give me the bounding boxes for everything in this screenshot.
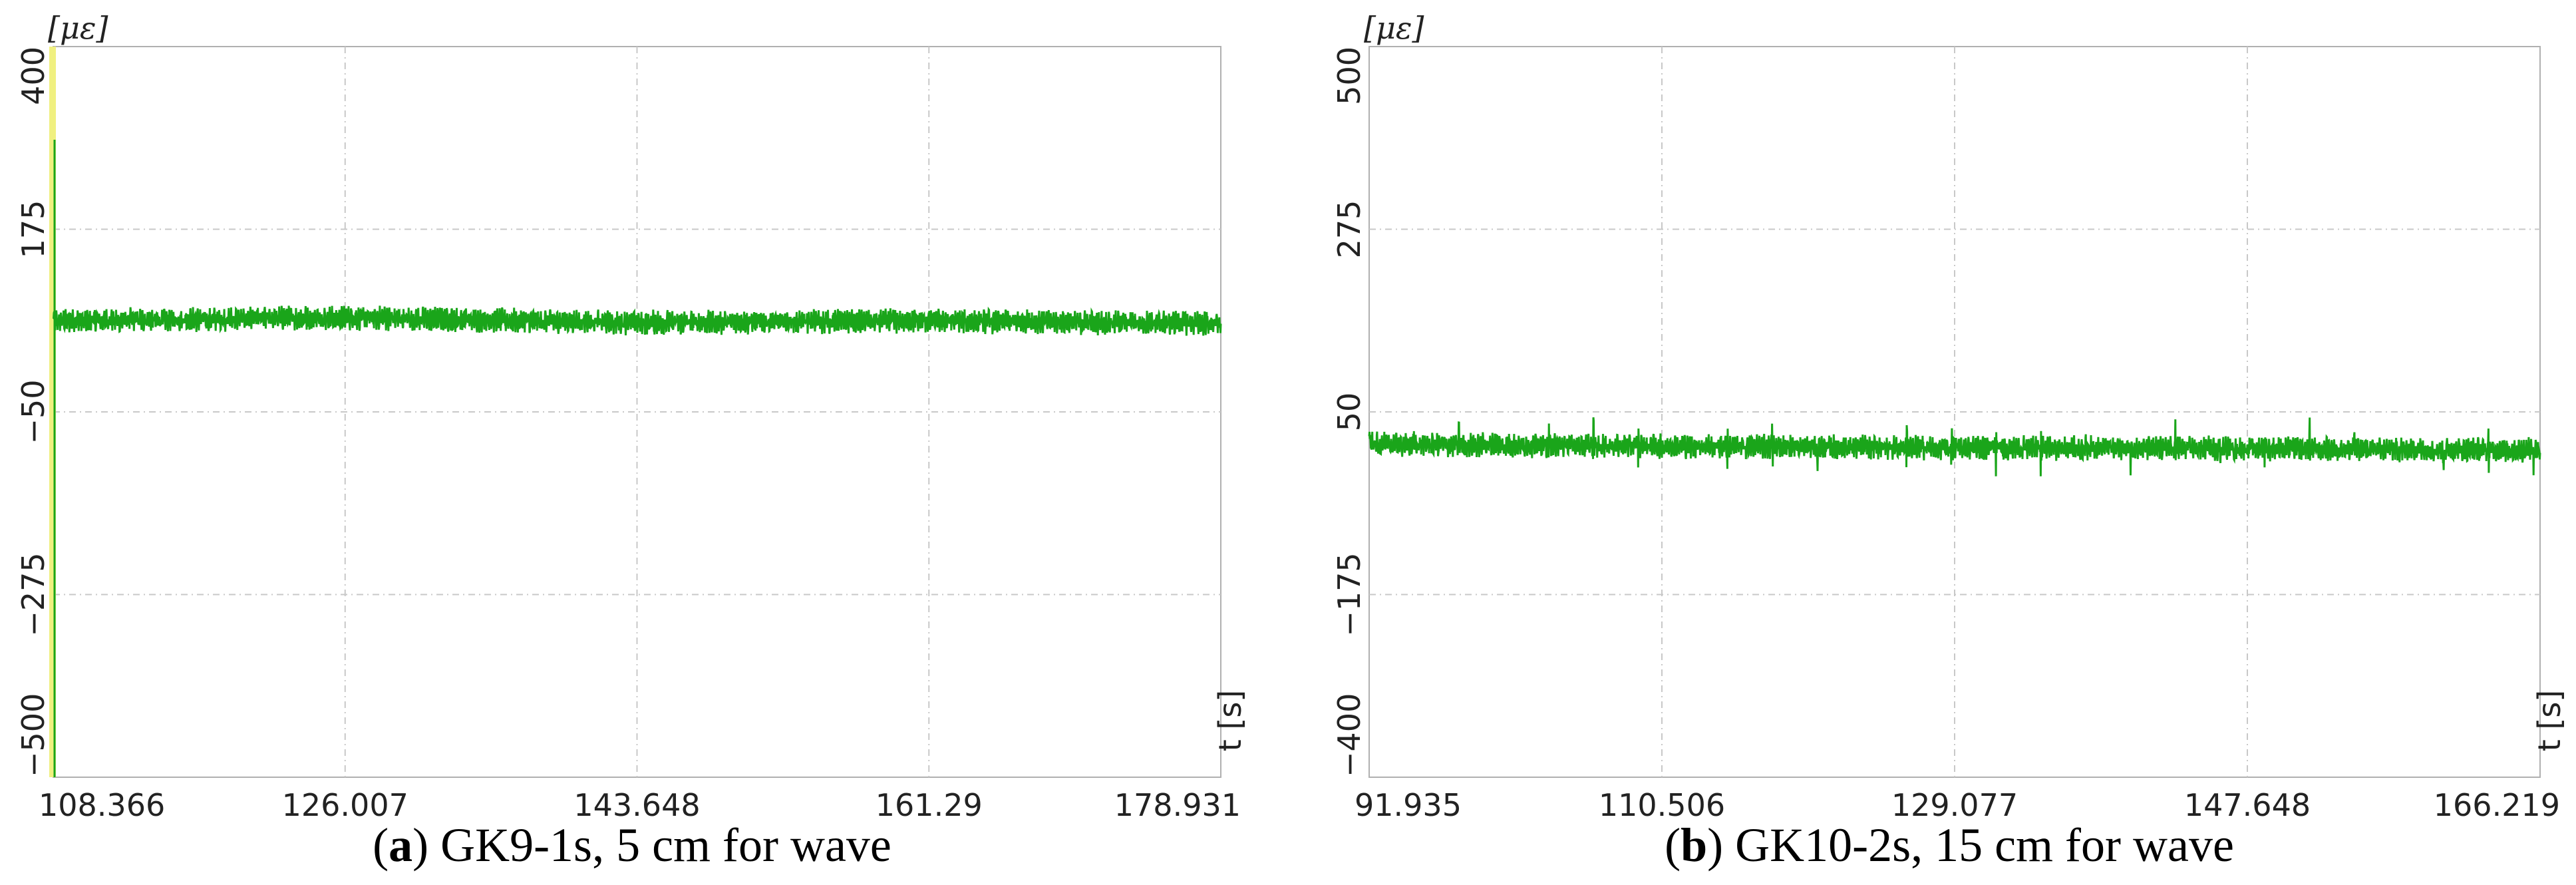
x-tick-label: 178.931: [1114, 787, 1241, 823]
y-tick-label: 50: [1331, 393, 1367, 432]
series-line: [1368, 417, 2541, 476]
y-tick-label: −275: [15, 552, 51, 636]
caption-a-letter: a: [389, 818, 413, 872]
caption-b: (b) GK10-2s, 15 cm for wave: [1665, 818, 2234, 872]
y-tick-label: 175: [15, 200, 51, 259]
y-tick-label: 400: [15, 47, 51, 105]
x-tick-label: 108.366: [39, 787, 165, 823]
chart-a: 400 175 −50 −275 −500 108.366 126.007 143.648 16…: [15, 10, 1248, 823]
series-line: [53, 305, 1222, 336]
caption-b-letter: b: [1681, 818, 1708, 872]
x-tick-label: 143.648: [573, 787, 700, 823]
chart-b: 500 275 50 −175 −400 91.935 110.506 129.077 147.…: [1331, 10, 2567, 823]
caption-b-text: GK10-2s, 15 cm for wave: [1735, 818, 2234, 872]
x-tick-label: 110.506: [1599, 787, 1725, 823]
caption-a: (a) GK9-1s, 5 cm for wave: [373, 818, 891, 872]
y-tick-label: −50: [15, 379, 51, 444]
y-unit-label: [με]: [1364, 10, 1424, 46]
y-tick-label: −400: [1331, 693, 1367, 777]
y-tick-label: −175: [1331, 552, 1367, 636]
y-unit-label: [με]: [48, 10, 108, 46]
caption-a-text: GK9-1s, 5 cm for wave: [440, 818, 891, 872]
x-tick-label: 147.648: [2184, 787, 2311, 823]
start-marker: [49, 47, 56, 777]
x-tick-label: 129.077: [1891, 787, 2018, 823]
x-tick-label: 126.007: [282, 787, 408, 823]
x-tick-label: 91.935: [1355, 787, 1462, 823]
y-tick-label: −500: [15, 693, 51, 777]
x-tick-label: 161.29: [876, 787, 983, 823]
x-tick-label: 166.219: [2434, 787, 2560, 823]
x-axis-label: t [s]: [1212, 690, 1248, 752]
x-axis-label: t [s]: [2531, 690, 2567, 752]
y-tick-label: 500: [1331, 47, 1367, 105]
y-tick-label: 275: [1331, 200, 1367, 259]
